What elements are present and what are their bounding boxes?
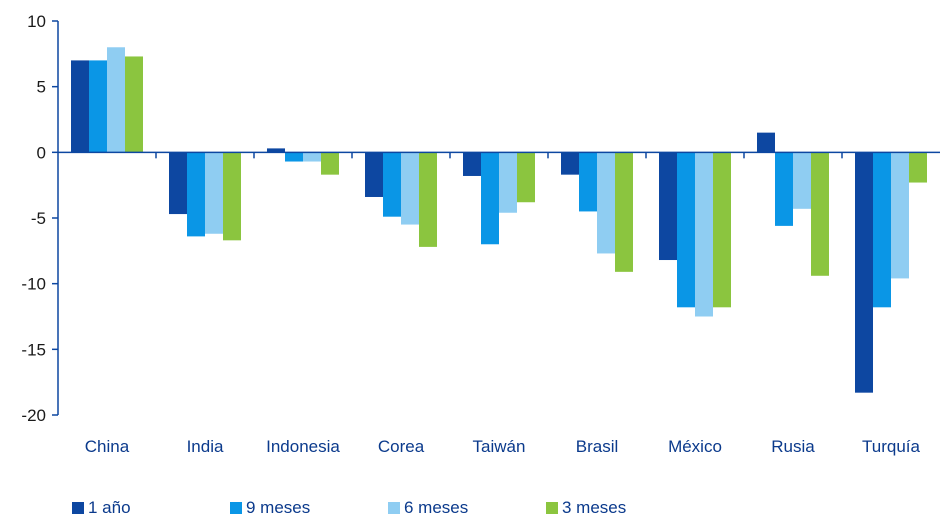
bar-turquía-series-1	[855, 152, 873, 393]
bar-india-series-1	[169, 152, 187, 215]
bar-brasil-series-3	[597, 152, 615, 254]
x-tick-label: Indonesia	[266, 437, 340, 456]
bar-corea-series-3	[401, 152, 419, 225]
bar-rusia-series-2	[775, 152, 793, 226]
bar-india-series-3	[205, 152, 223, 234]
bar-turquía-series-3	[891, 152, 909, 279]
y-tick-label: -5	[31, 209, 46, 228]
y-axis: 10 5 0 -5 -10 -15 -20	[21, 12, 59, 425]
legend-item: 3 meses	[546, 498, 704, 518]
bar-méxico-series-2	[677, 152, 695, 308]
x-tick-label: Brasil	[576, 437, 619, 456]
x-axis: China India Indonesia Corea Taiwán Brasil Méxi…	[58, 151, 940, 456]
bar-corea-series-1	[365, 152, 383, 197]
x-tick-label: China	[85, 437, 130, 456]
bar-rusia-series-4	[811, 152, 829, 276]
bar-brasil-series-1	[561, 152, 579, 175]
x-tick-label: Corea	[378, 437, 425, 456]
y-tick-label: -15	[21, 340, 46, 359]
bar-taiwán-series-3	[499, 152, 517, 213]
legend-item: 9 meses	[230, 498, 388, 518]
legend-swatch	[546, 502, 558, 514]
legend-item: 6 meses	[388, 498, 546, 518]
y-tick-label: 5	[37, 78, 46, 97]
bar-india-series-4	[223, 152, 241, 241]
x-tick-label: Turquía	[862, 437, 921, 456]
x-tick-label: India	[187, 437, 224, 456]
bar-taiwán-series-2	[481, 152, 499, 245]
bar-corea-series-4	[419, 152, 437, 247]
bar-rusia-series-3	[793, 152, 811, 209]
bars	[71, 47, 927, 393]
bar-turquía-series-2	[873, 152, 891, 308]
legend-item: 1 año	[72, 498, 230, 518]
bar-méxico-series-1	[659, 152, 677, 261]
legend: 1 año 9 meses 6 meses 3 meses	[72, 498, 704, 518]
bar-indonesia-series-1	[267, 148, 285, 153]
bar-china-series-1	[71, 60, 89, 153]
bar-brasil-series-4	[615, 152, 633, 272]
bar-méxico-series-3	[695, 152, 713, 317]
x-tick-label: México	[668, 437, 722, 456]
x-tick-label: Taiwán	[473, 437, 526, 456]
legend-label: 3 meses	[562, 498, 627, 517]
bar-china-series-3	[107, 47, 125, 153]
bar-taiwán-series-1	[463, 152, 481, 176]
legend-swatch	[72, 502, 84, 514]
bar-indonesia-series-2	[285, 152, 303, 162]
bar-corea-series-2	[383, 152, 401, 217]
bar-turquía-series-4	[909, 152, 927, 183]
y-tick-label: 10	[27, 12, 46, 31]
y-tick-label: 0	[37, 143, 46, 162]
legend-label: 9 meses	[246, 498, 311, 517]
bar-indonesia-series-3	[303, 152, 321, 162]
bar-méxico-series-4	[713, 152, 731, 308]
bar-indonesia-series-4	[321, 152, 339, 175]
legend-swatch	[230, 502, 242, 514]
bar-brasil-series-2	[579, 152, 597, 212]
legend-swatch	[388, 502, 400, 514]
bar-taiwán-series-4	[517, 152, 535, 203]
legend-label: 1 año	[88, 498, 131, 517]
x-tick-label: Rusia	[771, 437, 815, 456]
bar-india-series-2	[187, 152, 205, 237]
legend-label: 6 meses	[404, 498, 469, 517]
bar-rusia-series-1	[757, 132, 775, 153]
y-tick-label: -10	[21, 275, 46, 294]
bar-china-series-4	[125, 56, 143, 153]
bar-china-series-2	[89, 60, 107, 153]
y-tick-label: -20	[21, 406, 46, 425]
